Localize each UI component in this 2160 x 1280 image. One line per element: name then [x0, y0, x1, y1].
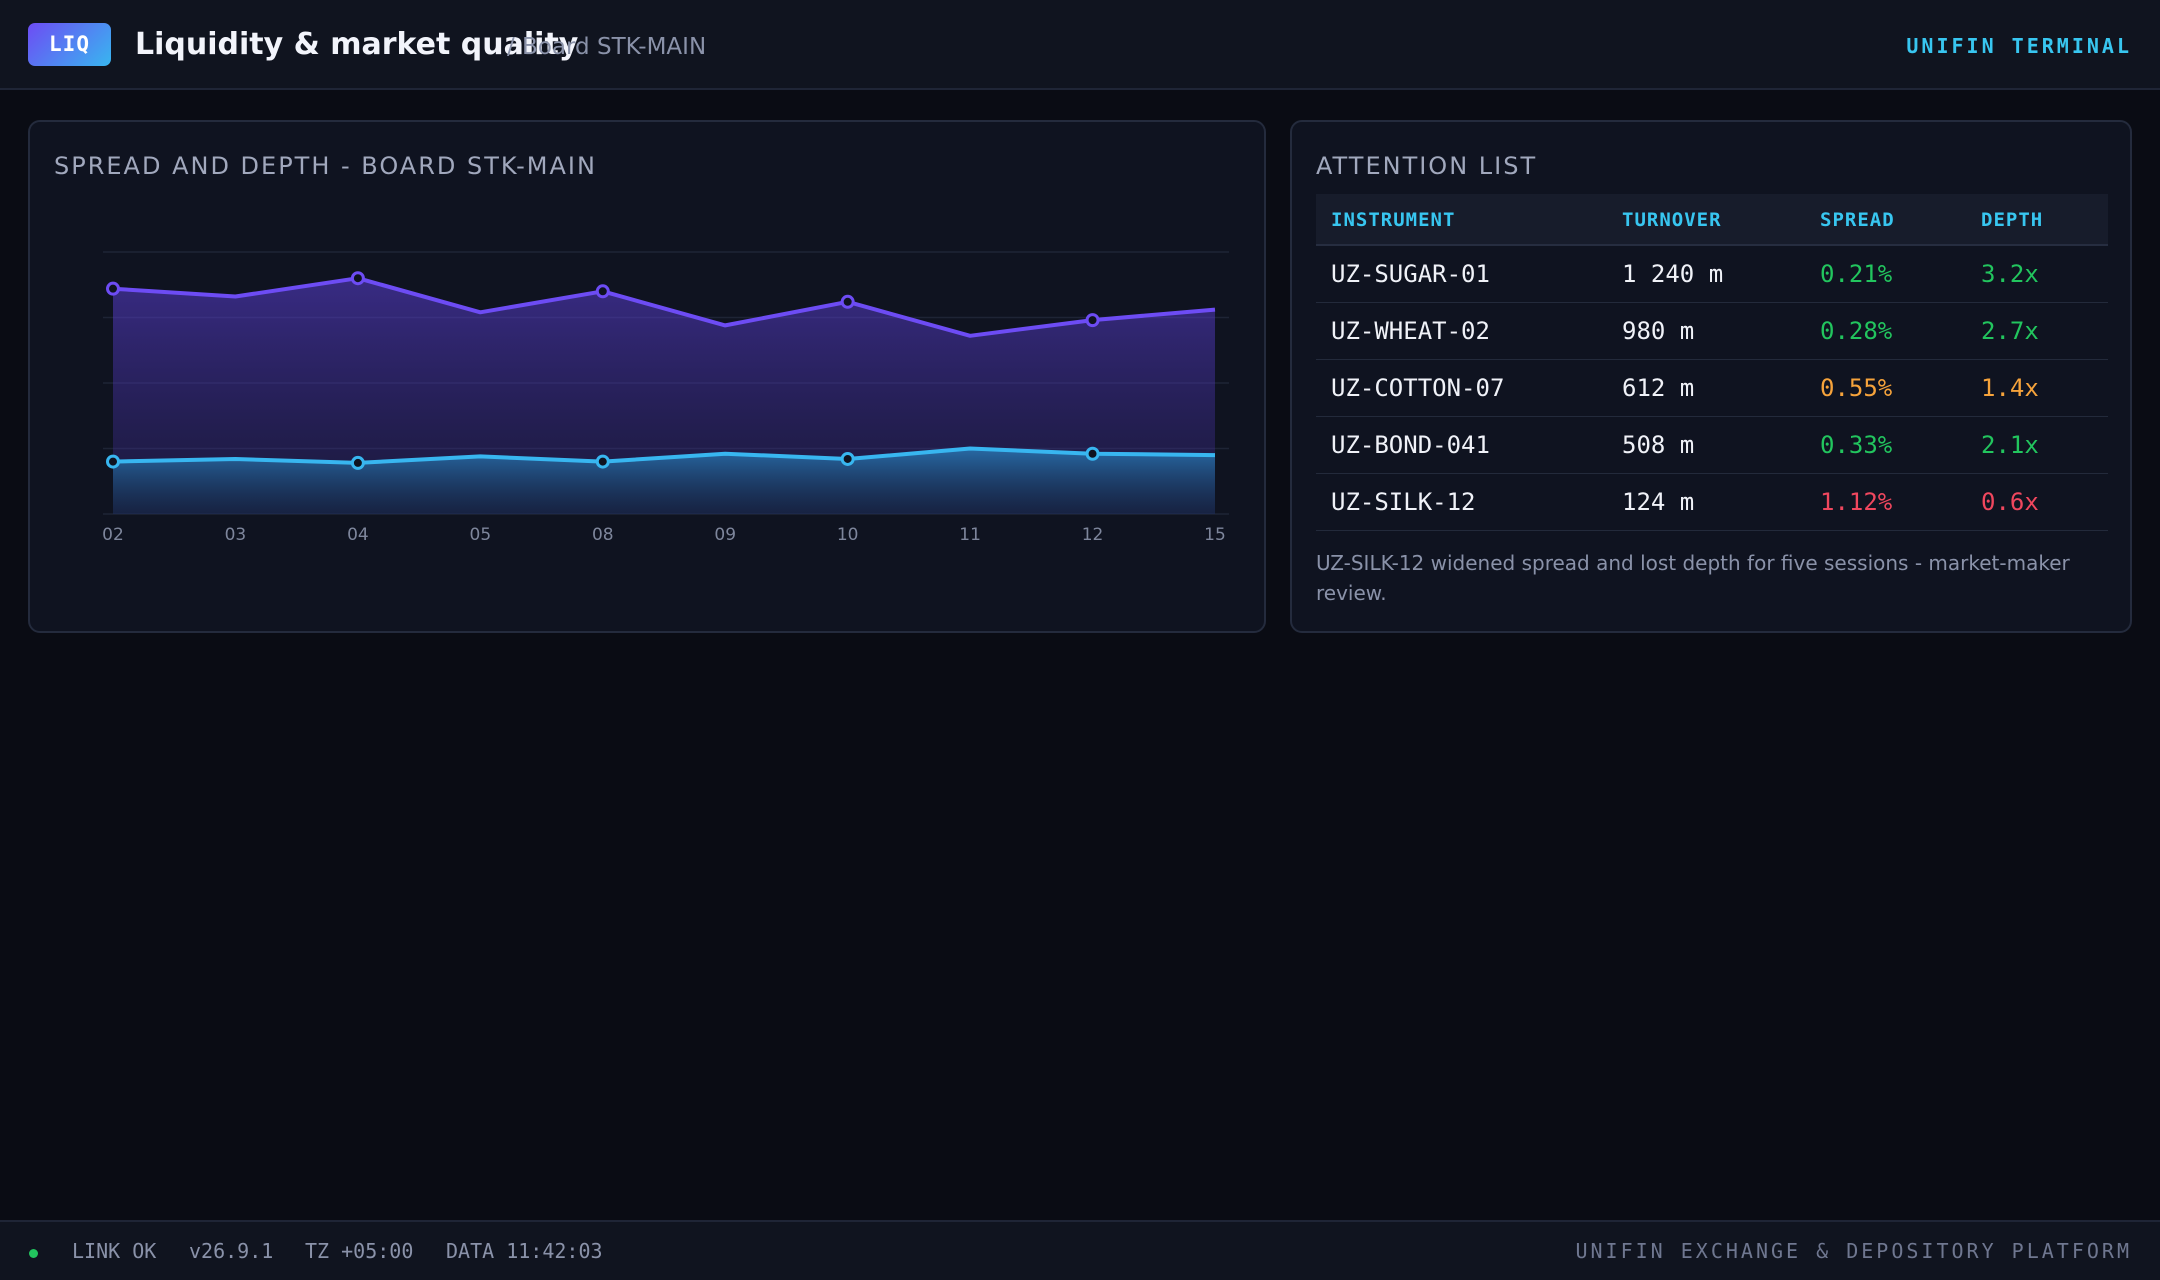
cell-turnover: 1 240 m [1622, 260, 1724, 288]
page-title: Liquidity & market quality [135, 27, 579, 62]
table-row[interactable]: UZ-BOND-041 508 m 0.33% 2.1x [1316, 417, 2108, 474]
link-status-dot-icon [29, 1249, 38, 1258]
x-tick-label: 04 [347, 525, 369, 545]
spread-depth-panel: SPREAD AND DEPTH - BOARD STK-MAIN 02 03 04… [28, 120, 1266, 633]
cell-turnover: 124 m [1622, 488, 1695, 516]
cell-depth: 0.6x [1981, 488, 2039, 516]
cell-instrument: UZ-WHEAT-02 [1331, 317, 1490, 345]
data-point [595, 454, 610, 469]
x-tick-label: 03 [225, 525, 247, 545]
col-header-spread[interactable]: SPREAD [1820, 209, 1895, 231]
platform-label: UNIFIN EXCHANGE & DEPOSITORY PLATFORM [1575, 1239, 2132, 1263]
data-timestamp: DATA 11:42:03 [446, 1239, 603, 1263]
table-row[interactable]: UZ-COTTON-07 612 m 0.55% 1.4x [1316, 360, 2108, 417]
app-logo[interactable]: LIQ [28, 23, 111, 66]
top-bar: LIQ Liquidity & market quality / Board S… [0, 0, 2160, 90]
table-row[interactable]: UZ-WHEAT-02 980 m 0.28% 2.7x [1316, 303, 2108, 360]
x-tick-label: 09 [714, 525, 736, 545]
x-tick-label: 08 [592, 525, 614, 545]
data-point [106, 281, 120, 296]
cell-instrument: UZ-SUGAR-01 [1331, 260, 1490, 288]
x-tick-label: 10 [837, 525, 859, 545]
cell-spread: 0.55% [1820, 374, 1893, 402]
table-header: INSTRUMENT TURNOVER SPREAD DEPTH [1316, 194, 2108, 246]
data-point [350, 455, 365, 470]
status-bar: LINK OK v26.9.1 TZ +05:00 DATA 11:42:03 … [0, 1220, 2160, 1280]
x-tick-label: 02 [102, 525, 124, 545]
cell-spread: 1.12% [1820, 488, 1893, 516]
cell-spread: 0.21% [1820, 260, 1893, 288]
data-point [1085, 313, 1100, 328]
cell-depth: 3.2x [1981, 260, 2039, 288]
series-line-1 [112, 446, 1216, 465]
cell-turnover: 612 m [1622, 374, 1695, 402]
timezone-label: TZ +05:00 [305, 1239, 414, 1263]
x-tick-label: 12 [1082, 525, 1104, 545]
col-header-depth[interactable]: DEPTH [1981, 209, 2044, 231]
data-point [106, 454, 120, 469]
col-header-turnover[interactable]: TURNOVER [1622, 209, 1722, 231]
chart-panel-title: SPREAD AND DEPTH - BOARD STK-MAIN [54, 152, 597, 180]
data-point [840, 294, 855, 309]
col-header-instrument[interactable]: INSTRUMENT [1331, 209, 1456, 231]
attention-note: UZ-SILK-12 widened spread and lost depth… [1316, 551, 2070, 605]
table-row[interactable]: UZ-SILK-12 124 m 1.12% 0.6x [1316, 474, 2108, 531]
attention-table: INSTRUMENT TURNOVER SPREAD DEPTH UZ-SUGA… [1316, 194, 2108, 531]
cell-instrument: UZ-BOND-041 [1331, 431, 1490, 459]
cell-spread: 0.33% [1820, 431, 1893, 459]
breadcrumb[interactable]: / Board STK-MAIN [507, 34, 707, 60]
cell-instrument: UZ-COTTON-07 [1331, 374, 1505, 402]
cell-instrument: UZ-SILK-12 [1331, 488, 1476, 516]
link-status: LINK OK [72, 1239, 157, 1263]
cell-spread: 0.28% [1820, 317, 1893, 345]
cell-depth: 1.4x [1981, 374, 2039, 402]
cell-depth: 2.1x [1981, 431, 2039, 459]
spread-depth-chart: 02 03 04 05 08 09 10 11 12 15 [102, 251, 1229, 545]
cell-depth: 2.7x [1981, 317, 2039, 345]
data-point [595, 284, 610, 299]
attention-list-panel: ATTENTION LIST INSTRUMENT TURNOVER SPREA… [1290, 120, 2132, 633]
x-tick-label: 15 [1204, 525, 1226, 545]
data-point [1085, 446, 1100, 461]
table-row[interactable]: UZ-SUGAR-01 1 240 m 0.21% 3.2x [1316, 246, 2108, 303]
version-label: v26.9.1 [189, 1239, 274, 1263]
brand-label: UNIFIN TERMINAL [1906, 34, 2132, 58]
series-line-0 [112, 276, 1216, 338]
attention-list-title: ATTENTION LIST [1316, 152, 1538, 180]
cell-turnover: 508 m [1622, 431, 1695, 459]
data-point [840, 451, 855, 466]
series-area-1 [113, 448, 1215, 514]
x-tick-label: 11 [959, 525, 981, 545]
x-tick-label: 05 [470, 525, 492, 545]
cell-turnover: 980 m [1622, 317, 1695, 345]
data-point [350, 271, 365, 286]
